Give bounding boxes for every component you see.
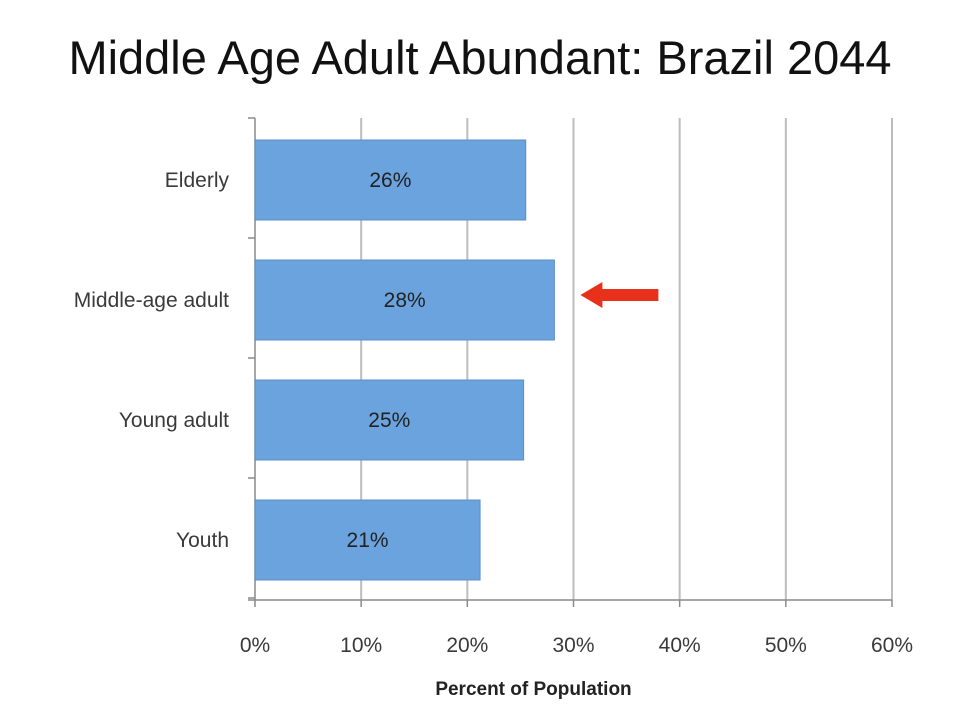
data-label: 25% (368, 409, 410, 432)
bar (254, 379, 525, 461)
bar (254, 139, 527, 221)
x-tick-label: 30% (552, 634, 594, 657)
bar (254, 499, 481, 581)
x-tick-label: 10% (340, 634, 382, 657)
bar (254, 259, 555, 341)
x-axis-title: Percent of Population (435, 679, 631, 700)
category-label: Young adult (119, 409, 229, 432)
data-label: 28% (384, 289, 426, 312)
data-label: 26% (369, 169, 411, 192)
bars (254, 139, 555, 581)
x-tick-label: 0% (240, 634, 270, 657)
x-tick-label: 50% (765, 634, 807, 657)
labels: 0% 10% 20% 30% 40% 50% 60% Elderly 26% Middle-age… (74, 169, 913, 700)
slide-title: Middle Age Adult Abundant: Brazil 2044 (68, 31, 892, 84)
x-tick-label: 40% (659, 634, 701, 657)
data-label: 21% (347, 529, 389, 552)
annotations (580, 282, 659, 308)
category-label: Youth (176, 529, 229, 552)
category-label: Elderly (165, 169, 230, 192)
annotation-arrow (580, 282, 659, 308)
x-tick-label: 60% (871, 634, 913, 657)
category-label: Middle-age adult (74, 289, 229, 312)
x-tick-label: 20% (446, 634, 488, 657)
